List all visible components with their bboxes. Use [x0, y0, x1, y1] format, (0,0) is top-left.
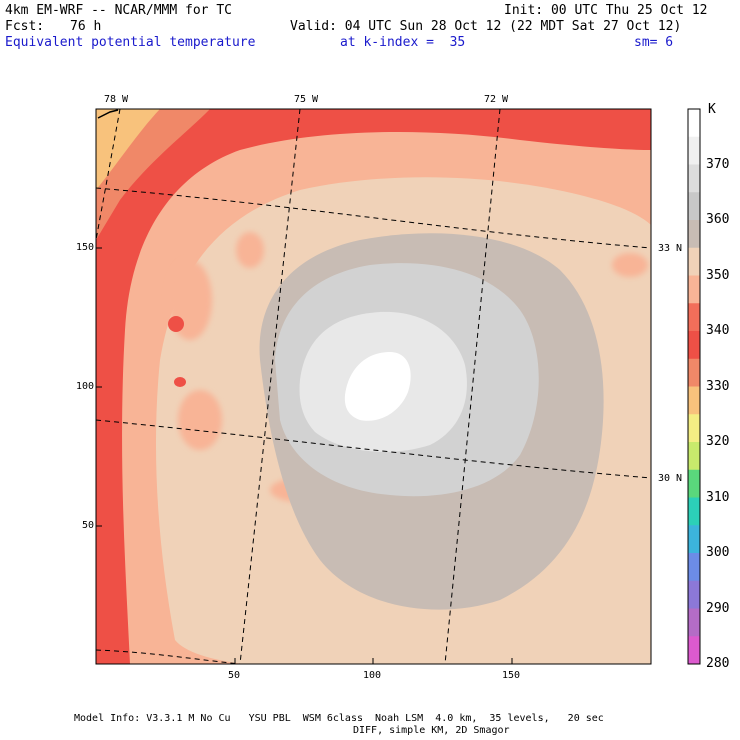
- colorbar-level-label: 360: [706, 212, 730, 227]
- colorbar-level-label: 310: [706, 489, 730, 505]
- axis-ticks: [96, 247, 513, 664]
- colorbar-swatch: [688, 220, 700, 249]
- colorbar-level-label: 340: [706, 323, 730, 338]
- colorbar-swatch: [688, 358, 700, 387]
- colorbar-swatch: [688, 608, 700, 637]
- forecast-label: Fcst:: [5, 19, 45, 34]
- colorbar-level-label: 370: [706, 156, 730, 172]
- red-patches: [168, 316, 186, 387]
- lat-label-30n: 30 N: [658, 473, 683, 484]
- colorbar-swatch: [688, 525, 700, 554]
- colorbar-swatch: [688, 497, 700, 526]
- colorbar-swatch: [688, 580, 700, 609]
- colorbar-swatch: [688, 303, 700, 332]
- colorbar-frame: [687, 108, 701, 665]
- init-time: Init: 00 UTC Thu 25 Oct 12: [504, 3, 708, 18]
- colorbar-unit: K: [708, 102, 716, 117]
- x-tick-50: 50: [228, 670, 241, 681]
- field-band-370: [344, 352, 411, 421]
- colorbar-level-label: 300: [706, 545, 730, 560]
- model-title: 4km EM-WRF -- NCAR/MMM for TC: [5, 3, 232, 18]
- smoothing: sm= 6: [634, 35, 674, 50]
- colorbar-swatch: [688, 136, 700, 165]
- model-diffusion: DIFF, simple KM, 2D Smagor: [353, 725, 510, 736]
- colorbar-level-label: 330: [706, 378, 730, 394]
- vertical-level: at k-index = 35: [340, 35, 466, 50]
- colorbar-level-label: 320: [706, 434, 730, 449]
- colorbar-swatch: [688, 164, 700, 193]
- colorbar-swatch: [688, 636, 700, 665]
- colorbar-swatch: [688, 414, 700, 443]
- colorbar-swatch: [688, 109, 700, 138]
- valid-time: Valid: 04 UTC Sun 28 Oct 12 (22 MDT Sat …: [290, 19, 682, 34]
- y-tick-100: 100: [76, 381, 95, 392]
- lon-label-72w: 72 W: [484, 94, 509, 105]
- lon-label-78w: 78 W: [104, 94, 129, 105]
- colorbar-swatch: [688, 442, 700, 471]
- lon-label-75w: 75 W: [294, 94, 319, 105]
- colorbar-swatch: [688, 192, 700, 221]
- colorbar-swatch: [688, 386, 700, 415]
- colorbar-swatch: [688, 247, 700, 276]
- x-tick-150: 150: [502, 670, 521, 681]
- y-tick-150: 150: [76, 242, 95, 253]
- colorbar-level-label: 280: [706, 656, 730, 671]
- colorbar-swatch: [688, 469, 700, 498]
- y-tick-50: 50: [82, 520, 95, 531]
- colorbar-level-label: 290: [706, 600, 730, 616]
- colorbar-swatch: [688, 553, 700, 582]
- field-band-320: [96, 109, 160, 190]
- latlon-grid: [96, 109, 651, 664]
- colorbar-swatch: [688, 331, 700, 360]
- colorbar-swatch: [688, 275, 700, 304]
- forecast-hours: 76 h: [70, 19, 102, 34]
- field-name: Equivalent potential temperature: [5, 35, 256, 50]
- colorbar-level-label: 350: [706, 267, 730, 283]
- colorbar: [688, 109, 700, 665]
- model-info: Model Info: V3.3.1 M No Cu YSU PBL WSM 6…: [74, 713, 604, 724]
- x-tick-100: 100: [363, 670, 382, 681]
- coastline: [97, 109, 119, 119]
- lat-label-33n: 33 N: [658, 243, 683, 254]
